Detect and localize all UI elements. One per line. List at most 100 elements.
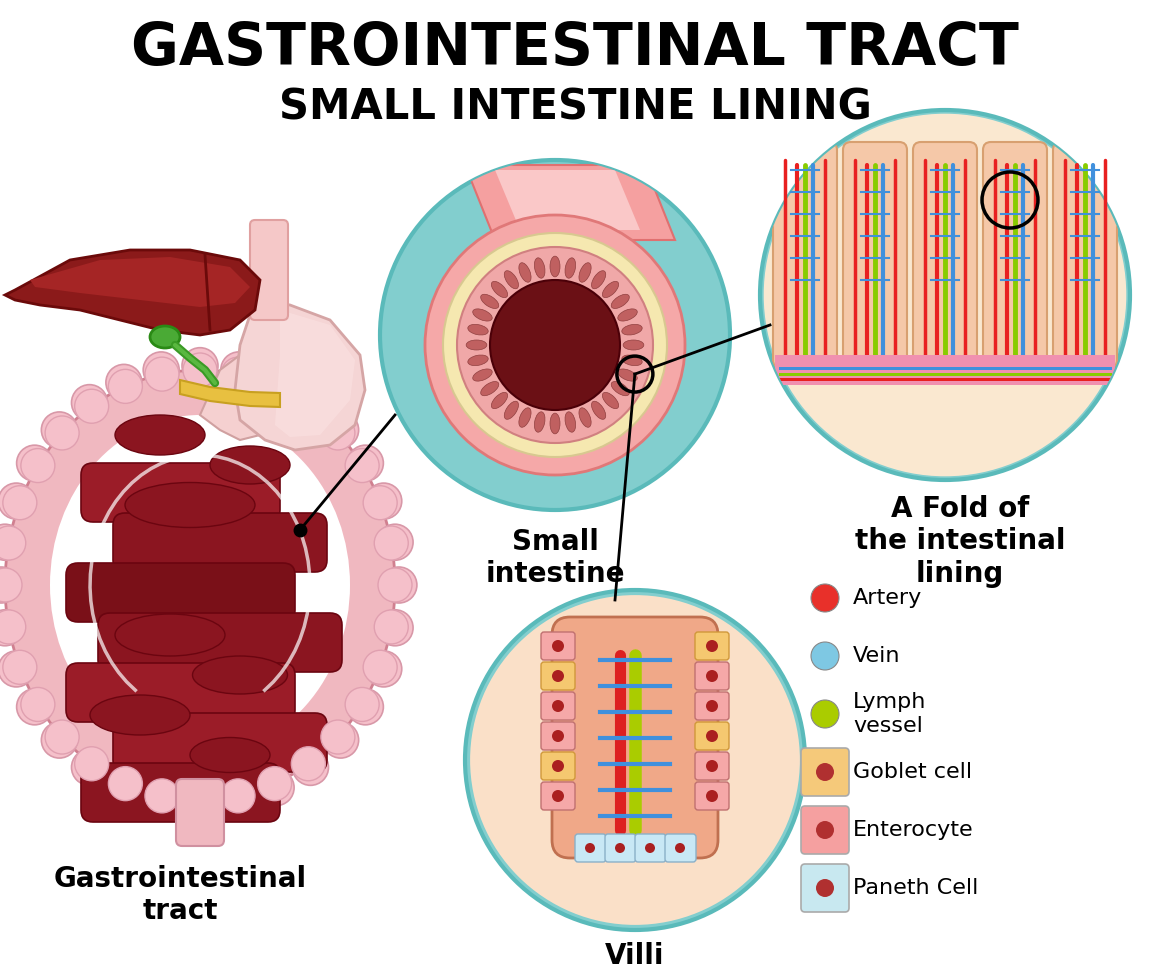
Bar bbox=[779, 367, 1112, 370]
Text: Artery: Artery bbox=[853, 588, 922, 608]
FancyBboxPatch shape bbox=[843, 142, 907, 368]
Circle shape bbox=[221, 352, 256, 388]
Circle shape bbox=[108, 369, 143, 404]
Circle shape bbox=[75, 747, 108, 781]
Circle shape bbox=[363, 651, 397, 684]
FancyBboxPatch shape bbox=[66, 563, 296, 622]
FancyBboxPatch shape bbox=[773, 142, 837, 368]
Circle shape bbox=[108, 766, 143, 801]
Circle shape bbox=[144, 352, 179, 388]
Ellipse shape bbox=[578, 263, 591, 282]
Circle shape bbox=[321, 416, 355, 450]
Circle shape bbox=[291, 747, 325, 781]
Ellipse shape bbox=[612, 294, 629, 309]
Circle shape bbox=[0, 610, 23, 646]
Circle shape bbox=[706, 760, 718, 772]
Circle shape bbox=[465, 590, 805, 930]
Circle shape bbox=[16, 445, 53, 481]
Ellipse shape bbox=[468, 324, 489, 335]
Circle shape bbox=[811, 642, 840, 670]
Circle shape bbox=[0, 610, 25, 644]
FancyBboxPatch shape bbox=[695, 752, 729, 780]
Circle shape bbox=[706, 790, 718, 802]
Circle shape bbox=[816, 879, 834, 897]
Circle shape bbox=[0, 526, 25, 560]
Circle shape bbox=[145, 357, 179, 391]
Circle shape bbox=[706, 640, 718, 652]
Circle shape bbox=[292, 385, 329, 420]
Circle shape bbox=[377, 524, 413, 561]
Circle shape bbox=[321, 720, 355, 754]
Circle shape bbox=[182, 786, 218, 822]
Circle shape bbox=[374, 526, 408, 560]
Circle shape bbox=[2, 651, 37, 684]
Circle shape bbox=[764, 114, 1126, 476]
Circle shape bbox=[71, 750, 107, 785]
Text: SMALL INTESTINE LINING: SMALL INTESTINE LINING bbox=[278, 87, 872, 129]
Circle shape bbox=[41, 412, 77, 448]
Polygon shape bbox=[30, 257, 250, 307]
Ellipse shape bbox=[519, 263, 531, 282]
Ellipse shape bbox=[473, 368, 492, 381]
Circle shape bbox=[0, 651, 34, 687]
Text: Small
intestine: Small intestine bbox=[485, 528, 624, 588]
Circle shape bbox=[380, 160, 730, 510]
Ellipse shape bbox=[190, 738, 270, 772]
Polygon shape bbox=[235, 300, 365, 450]
Circle shape bbox=[145, 779, 179, 812]
Ellipse shape bbox=[473, 309, 492, 321]
Text: Lymph
vessel: Lymph vessel bbox=[853, 693, 927, 736]
Polygon shape bbox=[494, 170, 641, 230]
Circle shape bbox=[45, 416, 79, 450]
Circle shape bbox=[2, 486, 37, 519]
Circle shape bbox=[258, 766, 292, 801]
Circle shape bbox=[221, 357, 255, 391]
FancyBboxPatch shape bbox=[66, 663, 296, 722]
Bar bbox=[779, 378, 1112, 381]
Circle shape bbox=[381, 567, 417, 603]
Text: Paneth Cell: Paneth Cell bbox=[853, 878, 979, 898]
Circle shape bbox=[323, 412, 359, 448]
Circle shape bbox=[0, 568, 22, 602]
FancyBboxPatch shape bbox=[1053, 142, 1117, 368]
Ellipse shape bbox=[612, 381, 629, 396]
Circle shape bbox=[21, 449, 55, 482]
Ellipse shape bbox=[491, 392, 507, 409]
FancyBboxPatch shape bbox=[695, 632, 729, 660]
Circle shape bbox=[378, 568, 412, 602]
Polygon shape bbox=[465, 165, 675, 240]
Circle shape bbox=[552, 790, 564, 802]
Ellipse shape bbox=[622, 355, 642, 366]
Circle shape bbox=[366, 651, 401, 687]
FancyBboxPatch shape bbox=[98, 613, 342, 672]
FancyBboxPatch shape bbox=[802, 864, 849, 912]
FancyBboxPatch shape bbox=[695, 722, 729, 750]
Circle shape bbox=[106, 769, 141, 806]
FancyBboxPatch shape bbox=[635, 834, 666, 862]
Ellipse shape bbox=[565, 258, 576, 278]
Circle shape bbox=[345, 687, 380, 721]
Circle shape bbox=[552, 670, 564, 682]
Ellipse shape bbox=[90, 695, 190, 735]
FancyBboxPatch shape bbox=[176, 779, 224, 846]
FancyBboxPatch shape bbox=[81, 763, 279, 822]
Ellipse shape bbox=[578, 408, 591, 427]
Circle shape bbox=[811, 700, 840, 728]
Ellipse shape bbox=[491, 281, 507, 298]
Circle shape bbox=[347, 689, 383, 725]
Ellipse shape bbox=[565, 412, 576, 432]
Ellipse shape bbox=[115, 415, 205, 455]
Ellipse shape bbox=[603, 281, 619, 298]
FancyBboxPatch shape bbox=[81, 463, 279, 522]
Circle shape bbox=[706, 730, 718, 742]
Circle shape bbox=[552, 640, 564, 652]
Text: GASTROINTESTINAL TRACT: GASTROINTESTINAL TRACT bbox=[131, 20, 1019, 76]
Ellipse shape bbox=[466, 340, 486, 350]
FancyBboxPatch shape bbox=[802, 806, 849, 854]
Text: Gastrointestinal
tract: Gastrointestinal tract bbox=[53, 865, 307, 925]
Ellipse shape bbox=[505, 401, 519, 419]
Circle shape bbox=[144, 782, 179, 818]
Ellipse shape bbox=[125, 482, 255, 527]
Circle shape bbox=[490, 280, 620, 410]
Polygon shape bbox=[5, 250, 260, 335]
